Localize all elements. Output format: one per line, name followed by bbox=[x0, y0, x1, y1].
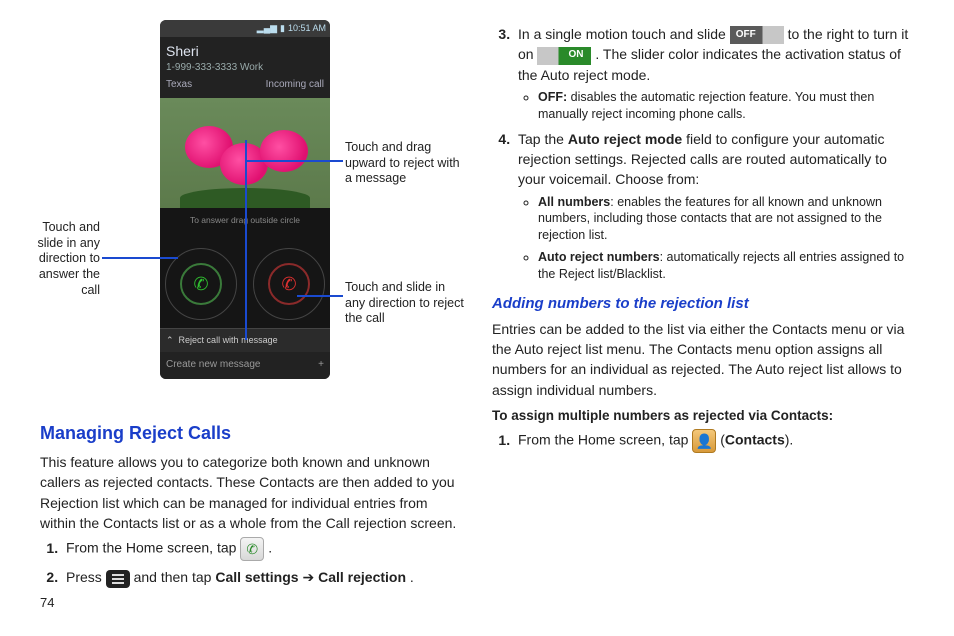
step1-text-a: From the Home screen, tap bbox=[66, 540, 240, 556]
step2-text-c: . bbox=[410, 569, 414, 585]
steps-right: In a single motion touch and slide OFF t… bbox=[492, 24, 914, 283]
bullet-auto-reject-numbers: Auto reject numbers: automatically rejec… bbox=[538, 249, 914, 283]
create-msg-label: Create new message bbox=[166, 358, 261, 373]
create-message-row[interactable]: Create new message + bbox=[160, 352, 330, 379]
step2-text-a: Press bbox=[66, 569, 106, 585]
step3-bullets: OFF: disables the automatic rejection fe… bbox=[518, 89, 914, 123]
section-heading: Managing Reject Calls bbox=[40, 420, 462, 446]
auto-reject-mode-label: Auto reject mode bbox=[568, 131, 682, 147]
incoming-label: Incoming call bbox=[266, 78, 324, 93]
off-label: OFF bbox=[736, 28, 756, 43]
menu-icon bbox=[106, 570, 130, 588]
call-settings-label: Call settings bbox=[215, 569, 298, 585]
phone-reject-icon: ✆ bbox=[281, 271, 296, 297]
step2-text-b: and then tap bbox=[134, 569, 216, 585]
subsection-heading: Adding numbers to the rejection list bbox=[492, 293, 914, 315]
callout-reject-message: Touch and drag upward to reject with a m… bbox=[345, 140, 465, 187]
incoming-call-figure: Touch and slide in any direction to answ… bbox=[40, 20, 462, 410]
s4a: Tap the bbox=[518, 131, 568, 147]
r1c: ). bbox=[785, 432, 794, 448]
r1a: From the Home screen, tap bbox=[518, 432, 692, 448]
step4-bullets: All numbers: enables the features for al… bbox=[518, 194, 914, 283]
all-numbers-bold: All numbers bbox=[538, 195, 610, 209]
right-column: In a single motion touch and slide OFF t… bbox=[492, 20, 914, 612]
bullet-off: OFF: disables the automatic rejection fe… bbox=[538, 89, 914, 123]
off-bold: OFF: bbox=[538, 90, 567, 104]
toggle-off[interactable]: OFF bbox=[730, 26, 784, 44]
page-columns: Touch and slide in any direction to answ… bbox=[40, 20, 914, 612]
battery-icon: ▮ bbox=[280, 22, 285, 35]
caller-location: Texas bbox=[166, 78, 192, 93]
step-4: Tap the Auto reject mode field to config… bbox=[514, 129, 914, 283]
plus-icon: + bbox=[318, 358, 324, 373]
step-1: From the Home screen, tap ✆ . bbox=[62, 537, 462, 561]
callout-reject: Touch and slide in any direction to reje… bbox=[345, 280, 465, 327]
caller-block: Sheri 1-999-333-3333 Work Texas Incoming… bbox=[160, 37, 330, 98]
callout-answer: Touch and slide in any direction to answ… bbox=[18, 220, 100, 298]
contacts-app-icon: 👤 bbox=[692, 429, 716, 453]
signal-icon: ▂▄▆ bbox=[257, 22, 277, 35]
caller-name: Sheri bbox=[166, 41, 324, 61]
toggle-on[interactable]: ON bbox=[537, 47, 591, 65]
arn-bold: Auto reject numbers bbox=[538, 250, 660, 264]
left-column: Touch and slide in any direction to answ… bbox=[40, 20, 462, 612]
on-label: ON bbox=[568, 48, 583, 63]
statusbar-time: 10:51 AM bbox=[288, 22, 326, 35]
chevron-up-icon: ⌃ bbox=[166, 334, 174, 347]
page-number: 74 bbox=[40, 594, 462, 613]
steps-contacts: From the Home screen, tap 👤 (Contacts). bbox=[492, 429, 914, 453]
call-rejection-label: Call rejection bbox=[318, 569, 406, 585]
contacts-label: Contacts bbox=[725, 432, 785, 448]
step1-text-b: . bbox=[268, 540, 272, 556]
step-2: Press and then tap Call settings ➔ Call … bbox=[62, 567, 462, 587]
contacts-step-1: From the Home screen, tap 👤 (Contacts). bbox=[514, 429, 914, 453]
s3a: In a single motion touch and slide bbox=[518, 26, 730, 42]
caller-number: 1-999-333-3333 Work bbox=[166, 61, 324, 76]
status-bar: ▂▄▆ ▮ 10:51 AM bbox=[160, 20, 330, 37]
off-desc: disables the automatic rejection feature… bbox=[538, 90, 874, 121]
reject-msg-label: Reject call with message bbox=[179, 334, 278, 347]
assign-heading: To assign multiple numbers as rejected v… bbox=[492, 406, 914, 426]
phone-app-icon: ✆ bbox=[240, 537, 264, 561]
subsection-paragraph: Entries can be added to the list via eit… bbox=[492, 319, 914, 400]
section-paragraph: This feature allows you to categorize bo… bbox=[40, 452, 462, 533]
bullet-all-numbers: All numbers: enables the features for al… bbox=[538, 194, 914, 245]
phone-answer-icon: ✆ bbox=[193, 271, 208, 297]
steps-left: From the Home screen, tap ✆ . Press and … bbox=[40, 537, 462, 587]
arrow-icon: ➔ bbox=[302, 569, 318, 585]
step-3: In a single motion touch and slide OFF t… bbox=[514, 24, 914, 123]
